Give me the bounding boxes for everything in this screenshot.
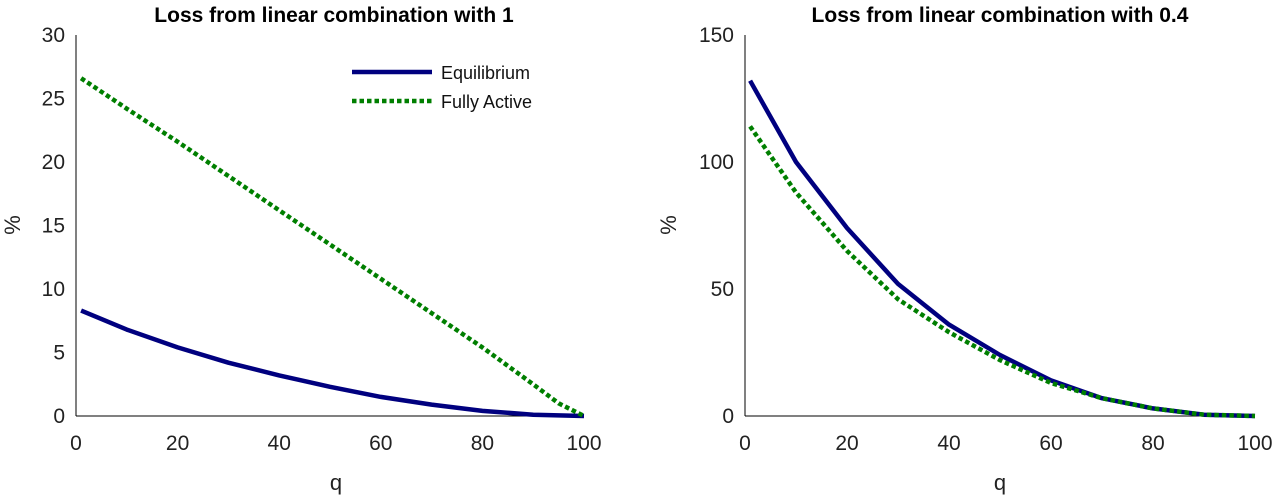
chart-right-xlabel: q	[994, 470, 1006, 495]
chart-left-series	[79, 76, 586, 419]
legend-equilibrium-label: Equilibrium	[441, 63, 530, 83]
chart-left-axes	[75, 35, 584, 417]
chart-left-xlabel: q	[330, 470, 342, 495]
chart-left-legend: Equilibrium Fully Active	[352, 63, 532, 112]
chart-right-xtick-label: 0	[739, 432, 751, 455]
chart-right-ytick-label: 150	[699, 24, 734, 47]
chart-right-series	[748, 79, 1256, 419]
chart-left-ytick-label: 0	[53, 405, 65, 428]
chart-right-ytick-label: 100	[699, 151, 734, 174]
chart-right-xtick-label: 100	[1237, 432, 1272, 455]
chart-left-xtick-label: 80	[471, 432, 494, 455]
chart-right-xtick-label: 20	[835, 432, 858, 455]
chart-left-ylabel: %	[0, 215, 25, 235]
chart-right-xtick-label: 80	[1141, 432, 1164, 455]
chart-right-ytick-label: 50	[711, 278, 734, 301]
legend-fully-active-label: Fully Active	[441, 92, 532, 112]
chart-right-series-equilibrium	[748, 79, 1256, 419]
chart-left-series-equilibrium	[80, 308, 585, 419]
chart-left: Loss from linear combination with 1 q % …	[0, 4, 602, 495]
chart-right-axes	[744, 35, 1255, 417]
chart-right-series-fully-active	[748, 125, 1256, 419]
chart-left-ytick-label: 30	[42, 24, 65, 47]
chart-left-xtick-label: 60	[369, 432, 392, 455]
chart-left-xtick-label: 100	[566, 432, 601, 455]
chart-left-ytick-label: 20	[42, 151, 65, 174]
chart-right: Loss from linear combination with 0.4 q …	[656, 4, 1273, 495]
chart-right-xtick-label: 60	[1039, 432, 1062, 455]
chart-left-ytick-label: 25	[42, 88, 65, 111]
chart-left-ytick-label: 5	[53, 342, 65, 365]
chart-left-ytick-label: 15	[42, 215, 65, 238]
chart-left-xtick-label: 20	[166, 432, 189, 455]
chart-left-title: Loss from linear combination with 1	[154, 4, 514, 27]
chart-right-title: Loss from linear combination with 0.4	[812, 4, 1189, 27]
chart-left-ytick-label: 10	[42, 278, 65, 301]
chart-left-xticks: 0 20 40 60 80 100	[70, 432, 601, 455]
chart-right-ytick-label: 0	[722, 405, 734, 428]
chart-right-xtick-label: 40	[937, 432, 960, 455]
chart-right-xticks: 0 20 40 60 80 100	[739, 432, 1272, 455]
chart-right-ylabel: %	[656, 215, 681, 235]
chart-left-xtick-label: 0	[70, 432, 82, 455]
chart-left-yticks: 0 5 10 15 20 25 30	[42, 24, 65, 428]
chart-left-xtick-label: 40	[268, 432, 291, 455]
chart-left-series-fully-active	[79, 76, 586, 419]
chart-right-yticks: 0 50 100 150	[699, 24, 734, 428]
